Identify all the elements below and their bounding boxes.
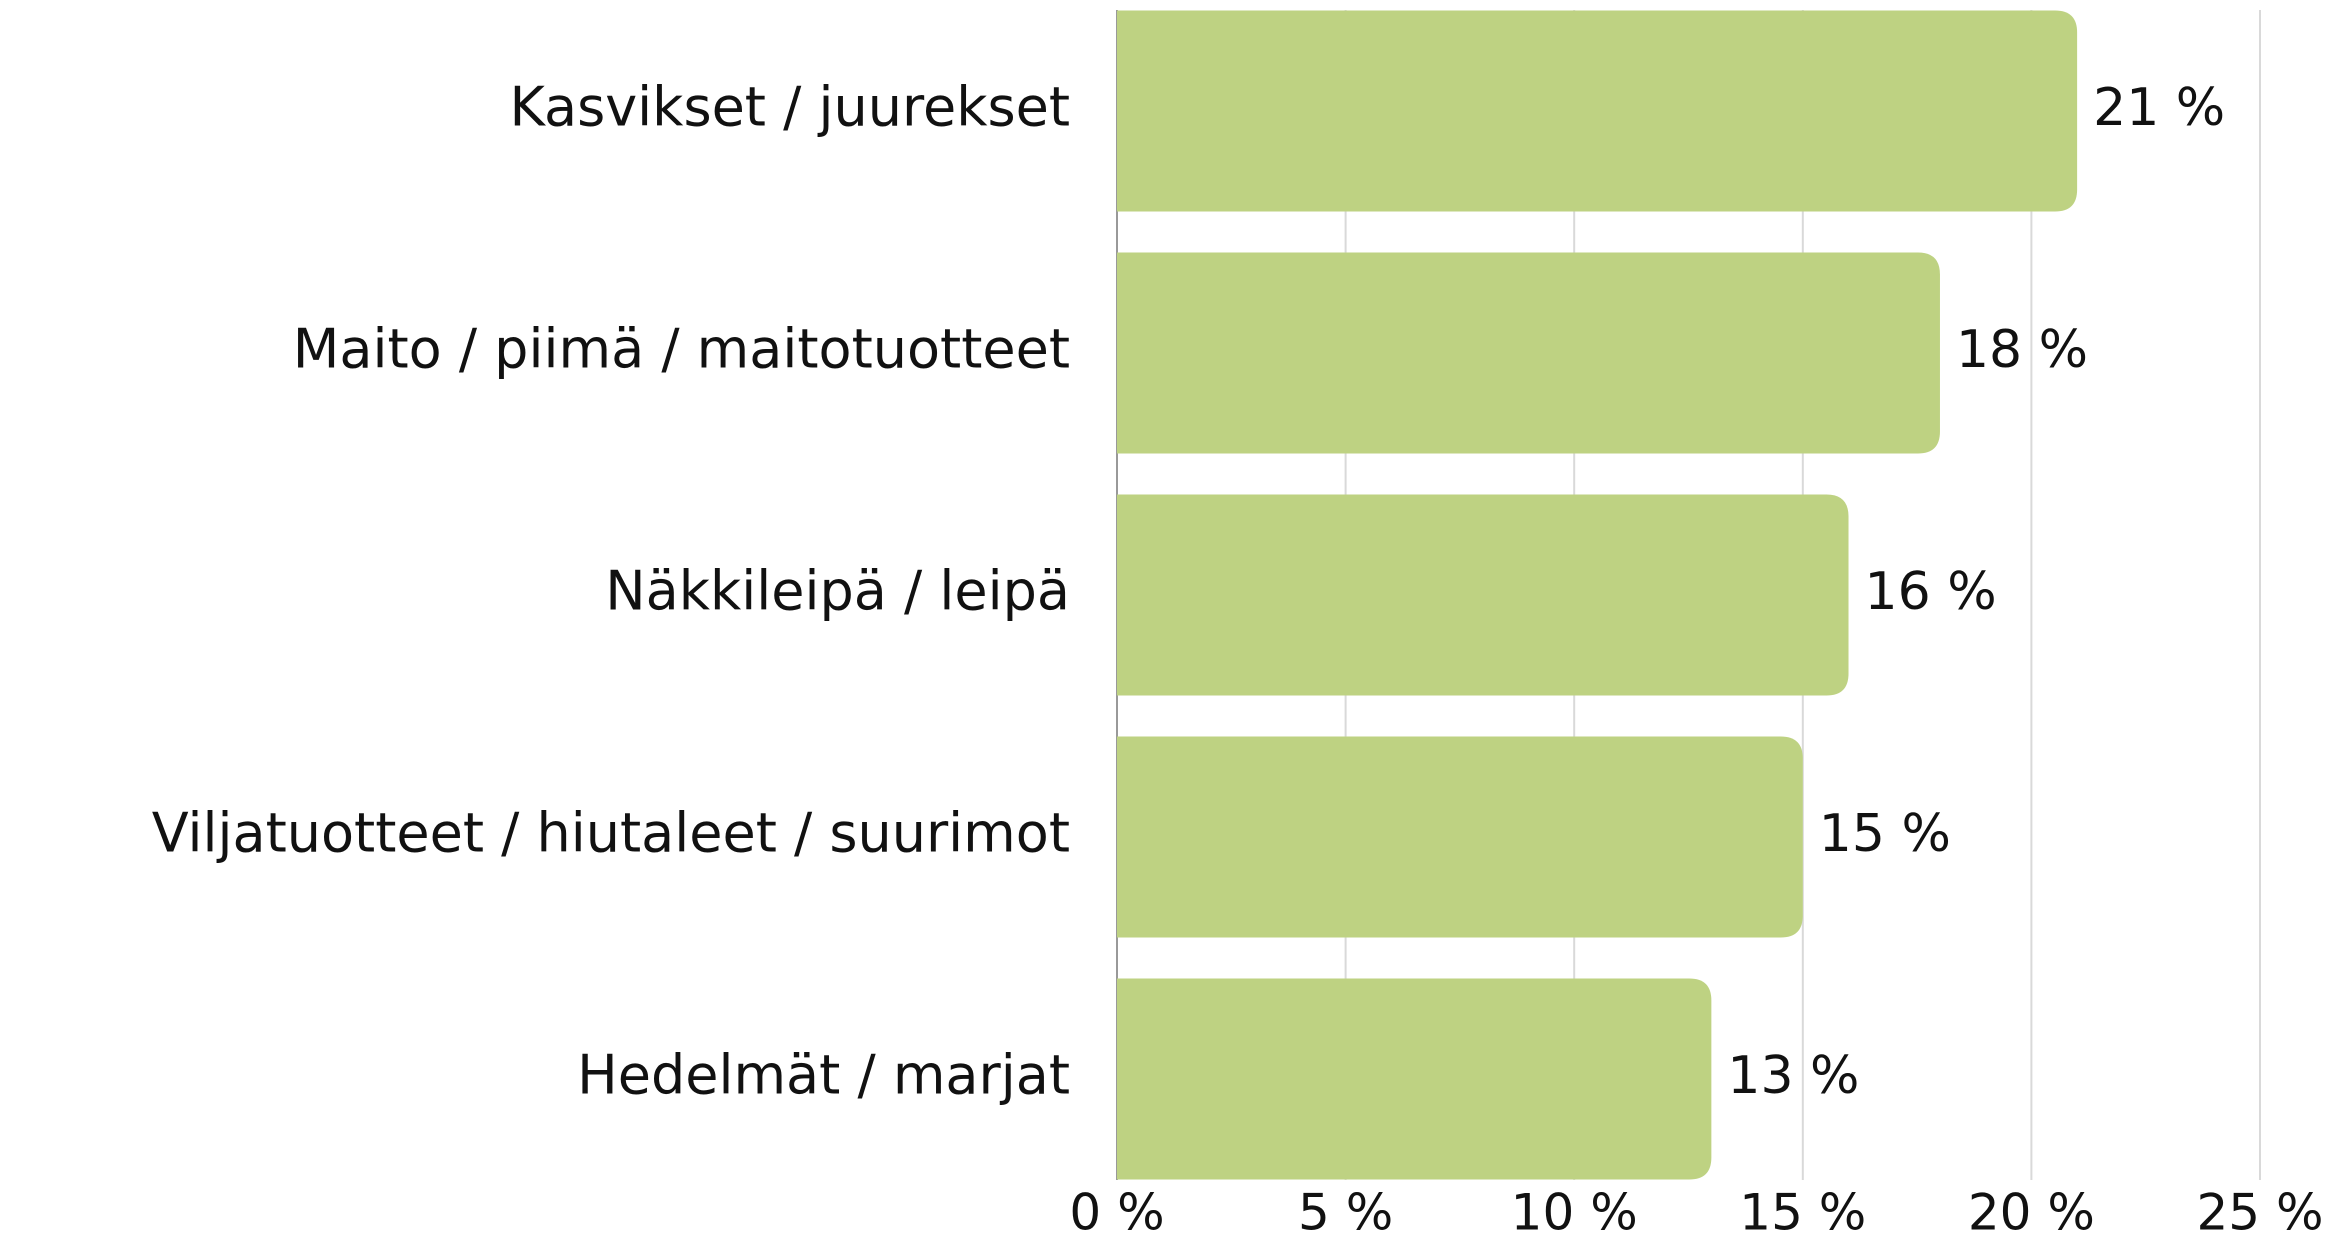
bar — [1117, 736, 1803, 938]
bar — [1117, 494, 1849, 696]
x-tick-label: 0 % — [1069, 1184, 1164, 1242]
x-tick-label: 10 % — [1511, 1184, 1638, 1242]
bar — [1117, 252, 1940, 454]
x-tick-label: 15 % — [1739, 1184, 1866, 1242]
x-tick-label: 25 % — [2196, 1184, 2323, 1242]
value-label: 13 % — [1727, 1046, 1859, 1106]
category-label: Kasvikset / juurekset — [510, 76, 1070, 139]
category-label: Maito / piimä / maitotuotteet — [293, 318, 1070, 381]
bar — [1117, 978, 1712, 1180]
category-label: Hedelmät / marjat — [577, 1044, 1070, 1107]
bar — [1117, 10, 2078, 212]
x-tick-label: 20 % — [1968, 1184, 2095, 1242]
category-label: Näkkileipä / leipä — [605, 560, 1070, 623]
value-label: 15 % — [1819, 804, 1951, 864]
category-label: Viljatuotteet / hiutaleet / suurimot — [152, 802, 1070, 865]
x-tick-label: 5 % — [1298, 1184, 1393, 1242]
value-label: 21 % — [2093, 78, 2225, 138]
value-label: 18 % — [1956, 320, 2088, 380]
value-label: 16 % — [1865, 562, 1997, 622]
